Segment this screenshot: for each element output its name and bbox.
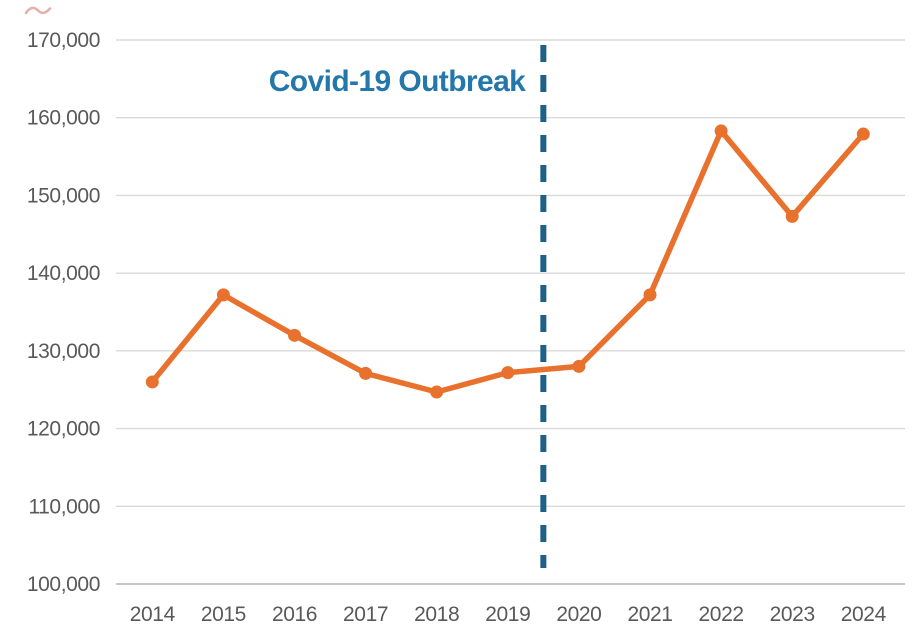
y-axis-tick-label: 100,000 (27, 573, 100, 596)
x-axis-labels: 2014 2015 2016 2017 2018 2019 2020 2021 2022 2023… (130, 603, 887, 626)
red-scribble-mark (24, 6, 52, 15)
annotation-covid-outbreak: Covid-19 Outbreak (269, 65, 526, 98)
data-series-line (149, 128, 867, 395)
data-point-marker (714, 124, 728, 138)
y-axis-labels: 100,000 110,000 120,000 130,000 140,000 150,0… (27, 29, 101, 596)
x-axis-tick-label: 2024 (841, 603, 887, 626)
y-axis-tick-label: 160,000 (27, 107, 100, 130)
data-point-marker (643, 288, 657, 302)
y-axis-tick-label: 170,000 (27, 29, 100, 52)
x-axis-tick-label: 2014 (130, 603, 176, 626)
data-point-markers (145, 124, 870, 399)
data-point-marker (288, 328, 301, 342)
x-axis-tick-label: 2017 (343, 603, 388, 626)
x-axis-tick-label: 2019 (485, 603, 530, 626)
x-axis-tick-label: 2022 (699, 603, 744, 626)
y-axis-tick-label: 150,000 (27, 184, 100, 207)
data-point-marker (785, 209, 799, 223)
x-axis-tick-label: 2018 (414, 603, 459, 626)
x-axis-tick-label: 2023 (770, 603, 815, 626)
y-axis-tick-label: 140,000 (27, 262, 100, 285)
data-point-marker (501, 366, 515, 380)
y-axis-tick-label: 120,000 (27, 418, 100, 441)
gridlines (116, 39, 905, 585)
x-axis-tick-label: 2021 (627, 603, 672, 626)
y-axis-tick-label: 130,000 (27, 340, 100, 363)
data-point-marker (430, 385, 444, 399)
x-axis-tick-label: 2020 (556, 603, 601, 626)
y-axis-tick-label: 110,000 (28, 495, 100, 518)
x-axis-tick-label: 2015 (201, 603, 246, 626)
data-point-marker (359, 366, 373, 380)
x-axis-tick-label: 2016 (272, 603, 317, 626)
data-point-marker (216, 288, 230, 302)
data-point-marker (572, 359, 586, 373)
data-point-marker (145, 375, 159, 389)
data-point-marker (856, 127, 870, 141)
